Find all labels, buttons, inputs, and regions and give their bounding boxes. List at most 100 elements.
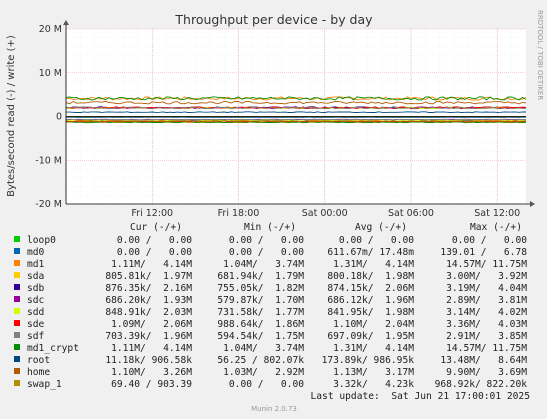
axis-ticks: 20 M 10 M 0 -10 M -20 M Fri 12:00 Fri 18:00 Sat…	[35, 24, 520, 219]
legend-swatch-md1	[14, 260, 20, 266]
series-line-sdf-read	[65, 118, 527, 121]
legend-name-loop0: loop0	[27, 235, 56, 246]
legend-name-sdc: sdc	[27, 295, 44, 306]
legend-swatch-home	[14, 368, 20, 374]
legend-avg-root: 173.89k/ 986.95k	[322, 355, 415, 366]
legend-cur-sdf: 703.39k/ 1.96M	[105, 331, 192, 342]
legend-min-root: 56.25 / 802.07k	[217, 355, 304, 366]
legend-max-md1_crypt: 14.57M/ 11.75M	[446, 343, 527, 354]
legend-swatch-sda	[14, 272, 20, 278]
y-tick-label: -10 M	[35, 155, 62, 166]
legend-max-sdb: 3.19M/ 4.04M	[446, 283, 527, 294]
last-update: Last update: Sat Jun 21 17:00:01 2025	[311, 391, 531, 402]
legend-max-sde: 3.36M/ 4.03M	[446, 319, 527, 330]
legend-avg-sda: 800.18k/ 1.98M	[327, 271, 414, 282]
legend-col-cur: Cur (-/+)	[130, 222, 182, 233]
legend-min-sdd: 731.58k/ 1.77M	[217, 307, 304, 318]
y-tick-label: 10 M	[39, 68, 62, 79]
legend-max-sda: 3.00M/ 3.92M	[446, 271, 527, 282]
legend-name-home: home	[27, 367, 50, 378]
series-line-home-write	[65, 100, 527, 105]
series-line-root-write	[66, 111, 526, 114]
legend-name-sdd: sdd	[27, 307, 44, 318]
legend-min-sde: 988.64k/ 1.86M	[217, 319, 304, 330]
y-axis-label: Bytes/second read (-) / write (+)	[6, 35, 17, 197]
legend-col-min: Min (-/+)	[244, 222, 296, 233]
legend-swatch-sdc	[14, 296, 20, 302]
x-tick-label: Sat 12:00	[474, 208, 520, 219]
legend-min-swap_1: 0.00 / 0.00	[229, 379, 304, 390]
legend-cur-sdd: 848.91k/ 2.03M	[105, 307, 192, 318]
legend-swatch-sde	[14, 320, 20, 326]
legend-max-sdc: 2.89M/ 3.81M	[446, 295, 527, 306]
series-line-md1_crypt-read	[66, 121, 527, 124]
rrdtool-credit: RRDTOOL / TOBI OETIKER	[536, 10, 544, 100]
munin-version: Munin 2.0.73	[251, 405, 297, 413]
series-line-md1_crypt-write	[65, 96, 527, 101]
legend-avg-home: 1.13M/ 3.17M	[333, 367, 414, 378]
series-lines	[65, 96, 527, 124]
legend-min-sdc: 579.87k/ 1.70M	[217, 295, 304, 306]
y-axis-arrow	[63, 20, 69, 25]
legend-swatch-loop0	[14, 236, 20, 242]
legend-cur-md0: 0.00 / 0.00	[117, 247, 192, 258]
series-line-sdf-write	[65, 106, 527, 110]
legend-avg-sdb: 874.15k/ 2.06M	[327, 283, 414, 294]
legend-min-md1: 1.04M/ 3.74M	[223, 259, 304, 270]
legend-swatch-sdf	[14, 332, 20, 338]
legend-name-md0: md0	[27, 247, 45, 258]
legend-cur-swap_1: 69.40 / 903.39	[111, 379, 192, 390]
legend-min-sda: 681.94k/ 1.79M	[217, 271, 304, 282]
series-line-home-read	[66, 120, 527, 123]
legend-min-md1_crypt: 1.04M/ 3.74M	[223, 343, 304, 354]
legend-name-sda: sda	[27, 271, 44, 282]
legend-max-swap_1: 968.92k/ 822.20k	[435, 379, 528, 390]
legend-cur-md1: 1.11M/ 4.14M	[111, 259, 192, 270]
legend-min-home: 1.03M/ 2.92M	[223, 367, 304, 378]
y-tick-label: -20 M	[35, 199, 62, 210]
legend-min-md0: 0.00 / 0.00	[229, 247, 304, 258]
legend-cur-loop0: 0.00 / 0.00	[117, 235, 192, 246]
chart-title: Throughput per device - by day	[174, 12, 373, 27]
legend-name-md1: md1	[27, 259, 45, 270]
x-axis-arrow	[530, 201, 535, 207]
legend-swatch-swap_1	[14, 380, 20, 386]
legend-col-max: Max (-/+)	[470, 222, 522, 233]
legend-avg-md1: 1.31M/ 4.14M	[333, 259, 414, 270]
legend-cur-root: 11.18k/ 906.58k	[105, 355, 192, 366]
x-tick-label: Sat 00:00	[302, 208, 348, 219]
legend-avg-sdd: 841.95k/ 1.98M	[327, 307, 414, 318]
legend-cur-sdb: 876.35k/ 2.16M	[105, 283, 192, 294]
legend-max-sdd: 3.14M/ 4.02M	[446, 307, 527, 318]
legend-name-root: root	[27, 355, 50, 366]
legend-max-home: 9.90M/ 3.69M	[446, 367, 527, 378]
legend-col-avg: Avg (-/+)	[355, 222, 407, 233]
legend-cur-md1_crypt: 1.11M/ 4.14M	[111, 343, 192, 354]
legend-cur-home: 1.10M/ 3.26M	[111, 367, 192, 378]
legend-name-md1_crypt: md1_crypt	[27, 343, 79, 354]
legend-avg-sde: 1.10M/ 2.04M	[333, 319, 414, 330]
legend-max-md0: 139.01 / 6.78	[440, 247, 527, 258]
x-tick-label: Sat 06:00	[388, 208, 434, 219]
legend-avg-sdf: 697.09k/ 1.95M	[327, 331, 414, 342]
y-tick-label: 0	[56, 112, 62, 123]
legend-avg-md0: 611.67m/ 17.48m	[327, 247, 414, 258]
legend-swatch-sdd	[14, 308, 20, 314]
legend-avg-loop0: 0.00 / 0.00	[339, 235, 414, 246]
legend-avg-sdc: 686.12k/ 1.96M	[327, 295, 414, 306]
legend-name-sdb: sdb	[27, 283, 45, 294]
axes	[63, 20, 535, 207]
legend-max-md1: 14.57M/ 11.75M	[446, 259, 527, 270]
legend: Cur (-/+) Min (-/+) Avg (-/+) Max (-/+) …	[14, 222, 527, 390]
legend-cur-sde: 1.09M/ 2.06M	[111, 319, 192, 330]
legend-avg-md1_crypt: 1.31M/ 4.14M	[333, 343, 414, 354]
legend-name-swap_1: swap_1	[27, 379, 62, 390]
legend-swatch-sdb	[14, 284, 20, 290]
legend-cur-sda: 805.81k/ 1.97M	[105, 271, 192, 282]
legend-min-sdf: 594.54k/ 1.75M	[217, 331, 304, 342]
legend-min-loop0: 0.00 / 0.00	[229, 235, 304, 246]
legend-name-sde: sde	[27, 319, 45, 330]
legend-name-sdf: sdf	[27, 331, 44, 342]
legend-swatch-md1_crypt	[14, 344, 20, 350]
